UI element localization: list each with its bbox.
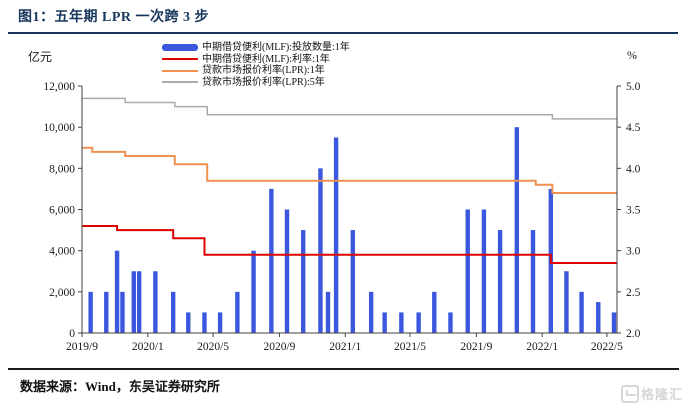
figure-header: 图1：五年期 LPR 一次跨 3 步 bbox=[18, 6, 678, 26]
right-axis-tick-label: 3.0 bbox=[626, 246, 641, 258]
bar-mlf-volume bbox=[104, 291, 109, 333]
right-axis-tick-label: 4.0 bbox=[626, 163, 641, 175]
legend-row: 贷款市场报价利率(LPR):5年 bbox=[162, 77, 350, 89]
x-axis-tick-label: 2022/5 bbox=[591, 341, 623, 353]
legend-swatch-line-icon bbox=[162, 69, 198, 72]
legend-swatch-line-icon bbox=[162, 81, 198, 84]
bar-mlf-volume bbox=[325, 291, 331, 333]
bar-mlf-volume bbox=[251, 250, 256, 333]
left-axis-tick-label: 10,000 bbox=[43, 122, 75, 134]
left-axis-tick-label: 2,000 bbox=[49, 287, 75, 299]
right-axis-tick-label: 4.5 bbox=[626, 122, 641, 134]
line-series-2 bbox=[82, 97, 617, 120]
x-axis-tick-label: 2021/5 bbox=[394, 341, 426, 353]
bar-mlf-volume bbox=[170, 291, 176, 333]
left-axis-tick-label: 12,000 bbox=[43, 81, 75, 93]
legend: 中期借贷便利(MLF):投放数量:1年 中期借贷便利(MLF):利率:1年 贷款市场… bbox=[162, 42, 350, 88]
bar-mlf-volume bbox=[300, 230, 306, 333]
x-axis-tick-label: 2021/9 bbox=[460, 341, 492, 353]
left-axis-tick-label: 0 bbox=[69, 328, 75, 340]
left-axis-tick-label: 6,000 bbox=[49, 205, 75, 217]
right-axis-tick-label: 3.5 bbox=[626, 205, 641, 217]
x-axis-tick-label: 2021/1 bbox=[329, 341, 361, 353]
bar-mlf-volume bbox=[284, 209, 290, 333]
bar-mlf-volume bbox=[131, 271, 136, 333]
chart-area: 亿元 % 中期借贷便利(MLF):投放数量:1年 中期借贷便利(MLF):利率:1… bbox=[0, 34, 688, 364]
bar-mlf-volume bbox=[530, 230, 536, 333]
left-axis-tick-label: 8,000 bbox=[49, 163, 75, 175]
bar-mlf-volume bbox=[611, 312, 617, 333]
bar-mlf-volume bbox=[432, 291, 437, 333]
legend-row: 中期借贷便利(MLF):利率:1年 bbox=[162, 54, 350, 66]
x-axis-tick-label: 2020/5 bbox=[197, 341, 229, 353]
bar-mlf-volume bbox=[564, 271, 569, 333]
x-axis-tick-label: 2019/9 bbox=[66, 341, 98, 353]
legend-label: 中期借贷便利(MLF):投放数量:1年 bbox=[202, 42, 350, 54]
plot-canvas: 0 2,000 4,000 6,000 8,000 10,000 12,000 2.0 2.5 3… bbox=[43, 81, 641, 353]
legend-swatch-line-icon bbox=[162, 58, 198, 61]
line-series-1 bbox=[82, 146, 617, 194]
legend-label: 贷款市场报价利率(LPR):5年 bbox=[202, 76, 325, 88]
right-axis-unit-label: % bbox=[627, 48, 637, 62]
bar-mlf-volume bbox=[497, 230, 503, 333]
header-divider bbox=[8, 32, 678, 34]
watermark: 格隆汇 bbox=[620, 384, 683, 403]
bar-mlf-volume bbox=[318, 168, 323, 333]
bar-mlf-volume bbox=[382, 312, 387, 333]
legend-label: 贷款市场报价利率(LPR):1年 bbox=[202, 65, 325, 77]
left-axis-tick-label: 4,000 bbox=[49, 246, 75, 258]
bar-mlf-volume bbox=[186, 312, 191, 333]
right-axis-tick-label: 5.0 bbox=[626, 81, 641, 93]
bar-mlf-volume bbox=[596, 302, 601, 333]
bar-mlf-volume bbox=[153, 271, 158, 333]
bar-mlf-volume bbox=[136, 271, 142, 333]
bar-mlf-volume bbox=[88, 291, 93, 333]
bar-mlf-volume bbox=[368, 291, 374, 333]
bar-mlf-volume bbox=[217, 312, 223, 333]
glonghui-logo-icon bbox=[620, 384, 639, 403]
legend-swatch-bar-icon bbox=[162, 44, 198, 52]
bar-mlf-volume bbox=[465, 209, 470, 333]
right-axis-tick-label: 2.5 bbox=[626, 287, 641, 299]
bar-mlf-volume bbox=[481, 209, 487, 333]
bar-mlf-volume bbox=[235, 291, 240, 333]
x-axis-tick-label: 2022/1 bbox=[526, 341, 558, 353]
left-axis-unit-label: 亿元 bbox=[28, 50, 53, 64]
bar-mlf-volume bbox=[202, 312, 207, 333]
bar-mlf-volume bbox=[333, 137, 339, 333]
bar-mlf-volume bbox=[120, 291, 125, 333]
line-series-0 bbox=[82, 225, 617, 264]
figure-title: 图1：五年期 LPR 一次跨 3 步 bbox=[18, 10, 209, 25]
watermark-text: 格隆汇 bbox=[640, 387, 683, 402]
bar-mlf-volume bbox=[399, 312, 404, 333]
bar-mlf-volume bbox=[579, 291, 584, 333]
bar-mlf-volume bbox=[269, 188, 274, 333]
bar-mlf-volume bbox=[448, 312, 453, 333]
legend-row: 中期借贷便利(MLF):投放数量:1年 bbox=[162, 42, 350, 54]
footer-divider bbox=[8, 368, 679, 370]
bar-mlf-volume bbox=[416, 312, 421, 333]
x-axis-tick-label: 2020/9 bbox=[263, 341, 295, 353]
x-axis-tick-label: 2020/1 bbox=[132, 341, 164, 353]
axes bbox=[81, 86, 618, 334]
legend-label: 中期借贷便利(MLF):利率:1年 bbox=[202, 53, 330, 65]
bar-mlf-volume bbox=[350, 230, 356, 333]
data-source-text: 数据来源：Wind，东吴证券研究所 bbox=[20, 379, 220, 394]
bar-mlf-volume bbox=[114, 250, 120, 333]
right-axis-tick-label: 2.0 bbox=[626, 328, 641, 340]
bar-mlf-volume bbox=[514, 127, 520, 334]
legend-row: 贷款市场报价利率(LPR):1年 bbox=[162, 65, 350, 77]
